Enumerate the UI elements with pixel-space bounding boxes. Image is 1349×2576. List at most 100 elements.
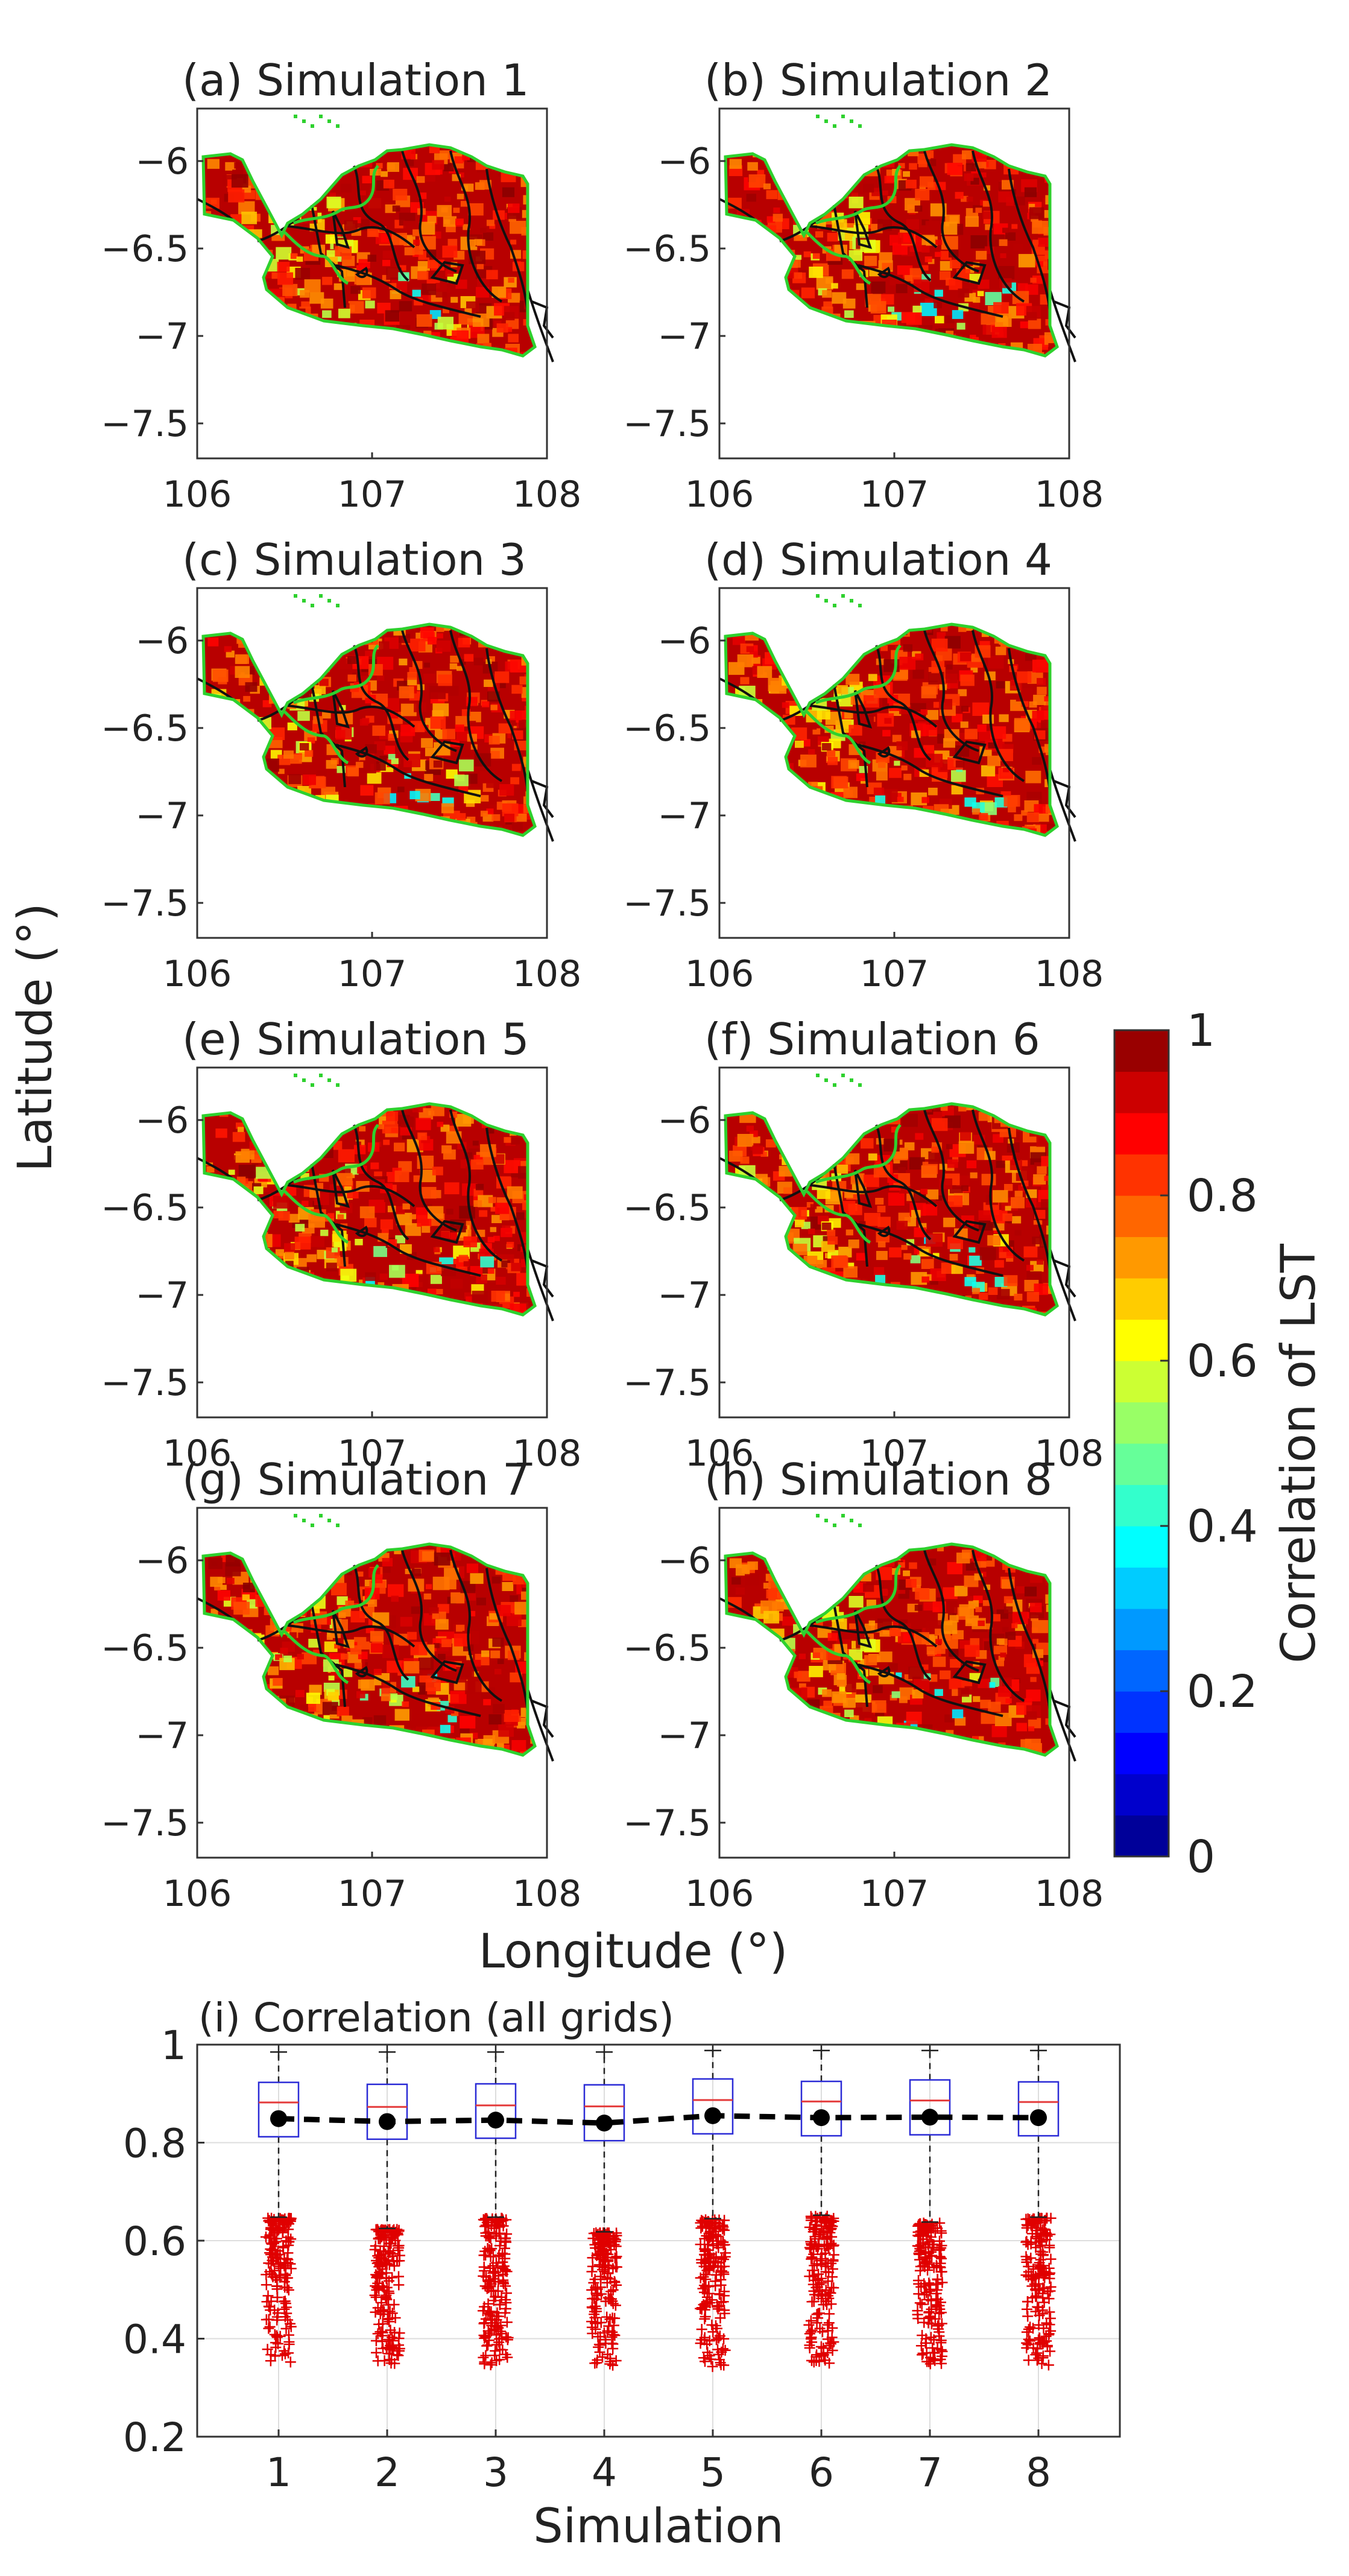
field-cell — [977, 724, 987, 732]
admin-boundary — [719, 198, 757, 221]
field-cell — [926, 1189, 939, 1200]
colorbar-segment — [1114, 1071, 1169, 1113]
field-cell — [501, 1260, 510, 1268]
island-dot — [850, 599, 853, 603]
field-cell — [350, 1611, 365, 1622]
coastline — [724, 622, 1059, 837]
field-cell — [282, 283, 298, 296]
admin-boundary — [449, 1109, 502, 1262]
y-tick-label: −7 — [658, 1715, 711, 1757]
field-cell — [737, 1134, 754, 1147]
field-cell — [844, 1709, 854, 1717]
field-cell — [955, 760, 965, 768]
field-cell — [821, 743, 832, 751]
y-tick-label: −7 — [658, 315, 711, 358]
field-cell — [740, 1156, 750, 1164]
field-cell — [958, 1688, 970, 1697]
admin-boundary — [485, 1127, 529, 1273]
field-cell — [432, 231, 441, 239]
field-cell — [863, 183, 874, 193]
field-cell — [464, 308, 472, 314]
field-cell — [458, 313, 473, 325]
field-cell — [425, 747, 436, 756]
admin-boundary — [1049, 289, 1076, 362]
field-cell — [748, 174, 766, 188]
field-cell — [419, 236, 436, 250]
field-cell — [486, 1127, 494, 1134]
island-dot — [850, 1519, 853, 1522]
field-cell — [432, 1577, 450, 1590]
field-cell — [959, 1604, 975, 1616]
field-cell — [417, 271, 429, 280]
field-cell — [480, 1268, 488, 1274]
field-cell — [923, 724, 938, 736]
field-cell — [978, 1210, 991, 1221]
field-cell — [326, 1262, 337, 1271]
colorbar-tick-label: 0.4 — [1187, 1501, 1258, 1552]
field-cell — [873, 685, 890, 698]
admin-boundary — [858, 744, 1003, 797]
field-cell — [782, 702, 789, 708]
field-cell — [379, 641, 390, 650]
field-cell — [870, 301, 886, 314]
field-cell — [336, 1257, 349, 1267]
field-cell — [300, 1704, 308, 1711]
field-cell — [359, 756, 365, 761]
field-cell — [433, 1247, 440, 1253]
field-cell — [941, 236, 958, 250]
admin-boundary — [526, 289, 554, 362]
field-cell — [425, 1679, 441, 1691]
field-cell — [1032, 1639, 1039, 1644]
field-cell — [947, 1562, 962, 1575]
field-cell — [476, 264, 484, 270]
field-cell — [360, 785, 374, 796]
field-cell — [1013, 704, 1020, 710]
field-cell — [772, 214, 783, 222]
admin-boundary — [353, 165, 409, 282]
field-cell — [463, 224, 470, 230]
field-cell — [422, 1186, 437, 1199]
y-tick-label: −6.5 — [101, 1187, 189, 1229]
field-cell — [490, 751, 500, 759]
island-dot — [841, 1514, 845, 1517]
field-cell — [808, 1229, 815, 1235]
field-cell — [501, 1227, 513, 1238]
field-cell — [242, 1594, 250, 1601]
field-cell — [988, 1701, 1001, 1712]
field-cell — [455, 716, 469, 727]
y-tick-label: −7 — [658, 1274, 711, 1317]
field-cell — [841, 269, 854, 279]
field-cell — [388, 1584, 404, 1597]
field-cell — [412, 290, 421, 297]
field-cell — [394, 1709, 409, 1721]
field-cell — [374, 741, 386, 750]
field-cell — [365, 650, 373, 657]
field-cell — [891, 1127, 899, 1133]
field-cell — [235, 666, 250, 678]
field-cell — [302, 1200, 309, 1206]
field-cell — [940, 625, 948, 631]
field-cell — [1037, 1259, 1043, 1265]
field-cell — [843, 786, 858, 799]
field-cell — [382, 1558, 393, 1567]
field-cell — [948, 1195, 963, 1207]
admin-boundary — [858, 264, 1003, 318]
admin-boundary — [197, 198, 235, 221]
admin-boundary — [353, 645, 409, 761]
field-cell — [795, 1220, 804, 1227]
admin-boundary — [526, 768, 554, 842]
field-cell — [845, 1229, 853, 1236]
field-cell — [422, 1226, 431, 1233]
field-cell — [954, 1586, 968, 1597]
field-cell — [381, 1694, 391, 1701]
y-tick-label: −7 — [658, 795, 711, 837]
x-tick-label: 7 — [917, 2449, 943, 2496]
map-panel-4: 106 107 108−6−6.5−7−7.5(d) Simulation 4 — [623, 534, 1104, 995]
field-cell — [262, 700, 272, 707]
field-cell — [889, 768, 902, 778]
island-dot — [302, 1078, 306, 1082]
field-cell — [488, 736, 500, 745]
field-cell — [1032, 1620, 1049, 1633]
field-cell — [1030, 1603, 1042, 1613]
field-cell — [921, 1165, 937, 1178]
